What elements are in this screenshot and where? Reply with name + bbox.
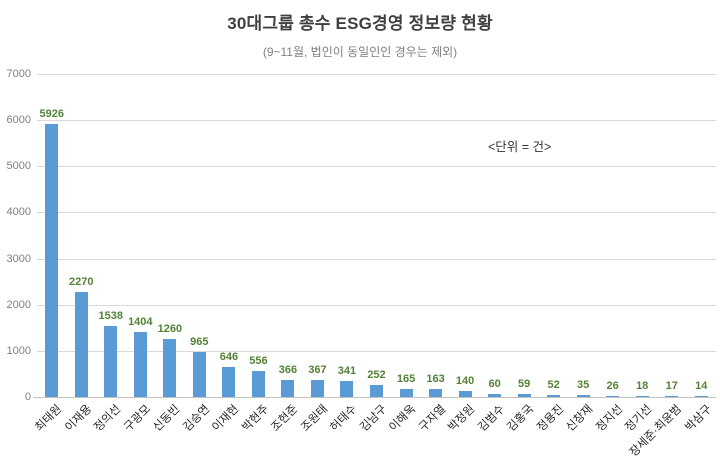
bar-value-label: 35 xyxy=(577,379,590,392)
bar-value-label: 14 xyxy=(695,380,708,393)
gridline xyxy=(37,120,716,122)
bar xyxy=(635,396,649,397)
y-tick-label: 7000 xyxy=(6,68,31,80)
category-label: 정지선 xyxy=(594,403,626,434)
bar xyxy=(104,326,118,397)
y-tick-label: 5000 xyxy=(6,160,31,173)
category-label: 이재현 xyxy=(210,403,242,434)
category-label: 조원태 xyxy=(299,403,330,434)
bar-value-label: 1404 xyxy=(128,316,153,329)
category-label: 박현주 xyxy=(239,403,271,434)
gridline xyxy=(37,212,716,214)
bar xyxy=(429,389,443,397)
category-label: 정의선 xyxy=(92,403,124,434)
category-label: 이재용 xyxy=(62,403,94,434)
gridline xyxy=(37,258,716,260)
bar xyxy=(576,395,590,397)
y-tick-label: 4000 xyxy=(6,206,31,219)
bar xyxy=(488,394,502,397)
bar xyxy=(192,352,206,397)
gridline xyxy=(37,166,716,168)
category-label: 조현준 xyxy=(269,403,301,434)
y-tick-label: 3000 xyxy=(6,252,31,265)
bar xyxy=(222,367,236,397)
bar-value-label: 2270 xyxy=(69,276,94,289)
category-label: 김홍국 xyxy=(505,403,537,434)
bar-value-label: 140 xyxy=(455,374,475,387)
bar xyxy=(281,380,295,397)
bar xyxy=(74,292,88,397)
x-axis-line xyxy=(33,397,716,398)
bar-value-label: 163 xyxy=(426,373,445,386)
bar-value-label: 646 xyxy=(219,351,239,364)
bar-value-label: 59 xyxy=(517,378,531,391)
bar xyxy=(163,338,177,397)
gridline xyxy=(37,74,716,75)
bar xyxy=(517,394,531,397)
category-label: 신창재 xyxy=(564,403,596,434)
category-label: 정용진 xyxy=(535,403,567,434)
bar-value-label: 965 xyxy=(190,336,209,349)
category-label: 김남구 xyxy=(358,403,389,434)
bar xyxy=(547,394,561,397)
bar xyxy=(694,396,708,397)
category-label: 김범수 xyxy=(476,403,508,434)
bar xyxy=(370,385,383,397)
y-tick-label: 0 xyxy=(24,391,31,403)
bar-value-label: 1538 xyxy=(98,310,124,323)
bar-value-label: 165 xyxy=(396,373,416,386)
bar-value-label: 17 xyxy=(665,380,678,393)
bar xyxy=(310,380,324,397)
bar xyxy=(606,395,620,397)
category-label: 신동빈 xyxy=(151,403,183,434)
bar-value-label: 366 xyxy=(278,364,298,377)
y-tick-label: 6000 xyxy=(6,114,31,127)
category-label: 김승연 xyxy=(180,403,212,434)
category-label: 구자열 xyxy=(417,403,449,434)
bar xyxy=(45,123,59,397)
category-label: 박정원 xyxy=(446,403,478,434)
category-label: 이해욱 xyxy=(387,403,419,434)
chart-title: 30대그룹 총수 ESG경영 정보량 현황 xyxy=(227,14,493,33)
bar-value-label: 341 xyxy=(337,365,357,378)
bar xyxy=(133,332,147,397)
bar-value-label: 26 xyxy=(606,379,619,392)
category-label: 구광모 xyxy=(121,403,153,434)
category-label: 허태수 xyxy=(328,403,360,434)
bar-value-label: 1260 xyxy=(157,322,183,335)
category-label: 최태원 xyxy=(33,403,65,434)
y-tick-label: 2000 xyxy=(6,298,31,311)
bar xyxy=(399,389,413,397)
bar-value-label: 556 xyxy=(249,355,268,368)
category-label: 박삼구 xyxy=(682,403,714,434)
bar-value-label: 60 xyxy=(488,378,501,391)
chart-subtitle: (9~11월, 법인이 동일인인 경우는 제외) xyxy=(262,45,458,59)
bar-value-label: 52 xyxy=(547,378,560,391)
bar-value-label: 367 xyxy=(308,364,327,377)
bar-value-label: 18 xyxy=(636,380,649,393)
gridline xyxy=(37,350,716,352)
gridline xyxy=(37,304,716,306)
y-tick-label: 1000 xyxy=(6,344,31,357)
unit-annotation: <단위 = 건> xyxy=(488,140,552,154)
bar xyxy=(458,390,472,397)
bar xyxy=(251,371,265,397)
bar xyxy=(665,396,679,397)
bar xyxy=(340,381,354,397)
bar-value-label: 252 xyxy=(367,369,386,382)
bar-value-label: 5926 xyxy=(39,107,64,120)
